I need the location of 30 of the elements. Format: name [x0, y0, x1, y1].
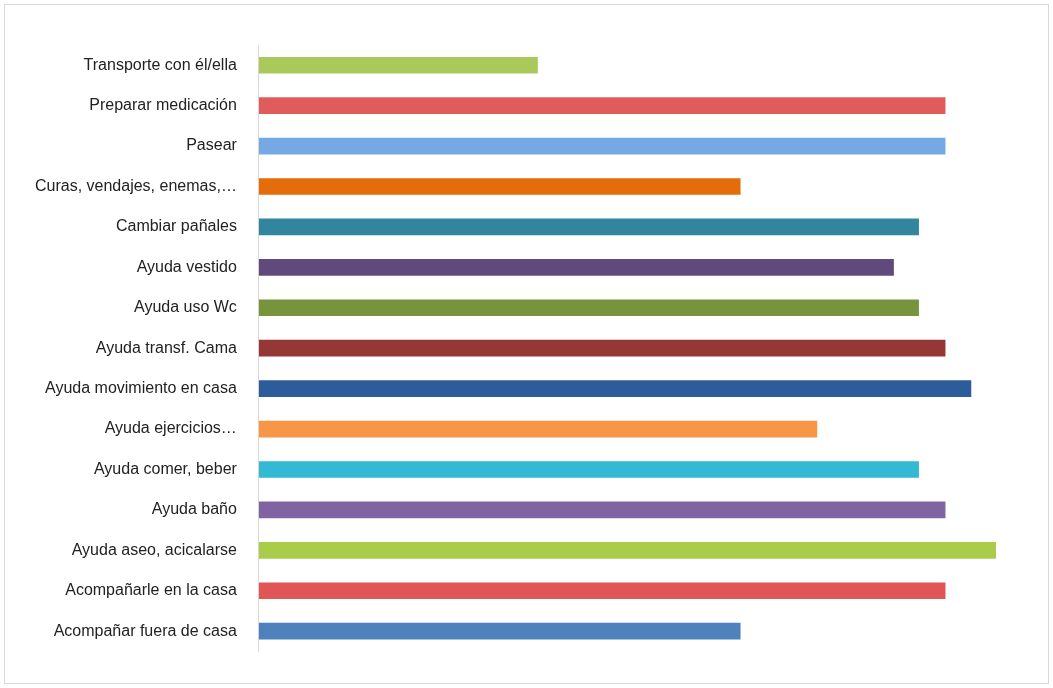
y-tick-label: Ayuda baño [151, 500, 237, 518]
bar [258, 380, 972, 397]
bar [258, 218, 919, 236]
y-tick-label: Acompañar fuera de casa [53, 621, 237, 639]
y-tick-label: Ayuda ejercicios… [104, 419, 237, 437]
bar [258, 97, 946, 114]
y-tick-label: Ayuda comer, beber [93, 459, 238, 477]
y-tick-label: Ayuda aseo, acicalarse [71, 540, 237, 558]
y-tick-label: Curas, vendajes, enemas,… [35, 176, 237, 194]
bar [258, 339, 946, 357]
y-tick-label: Acompañarle en la casa [65, 581, 237, 599]
bar [258, 137, 946, 155]
y-tick-label: Ayuda movimiento en casa [45, 379, 237, 397]
bar [258, 56, 538, 74]
bar [258, 178, 741, 195]
y-tick-label: Preparar medicación [89, 96, 237, 114]
y-tick-label: Ayuda uso Wc [134, 298, 237, 316]
bar [258, 542, 996, 559]
bar [258, 501, 946, 519]
y-tick-label: Ayuda vestido [136, 257, 237, 275]
bar [258, 582, 946, 600]
bar [258, 259, 894, 276]
y-tick-label: Cambiar pañales [115, 217, 237, 235]
bar [258, 420, 818, 438]
bar [258, 299, 919, 317]
bar [258, 461, 919, 478]
bar [258, 622, 741, 640]
y-tick-label: Pasear [186, 136, 238, 154]
y-tick-label: Ayuda transf. Cama [95, 338, 237, 356]
y-tick-label: Transporte con él/ella [83, 55, 237, 73]
